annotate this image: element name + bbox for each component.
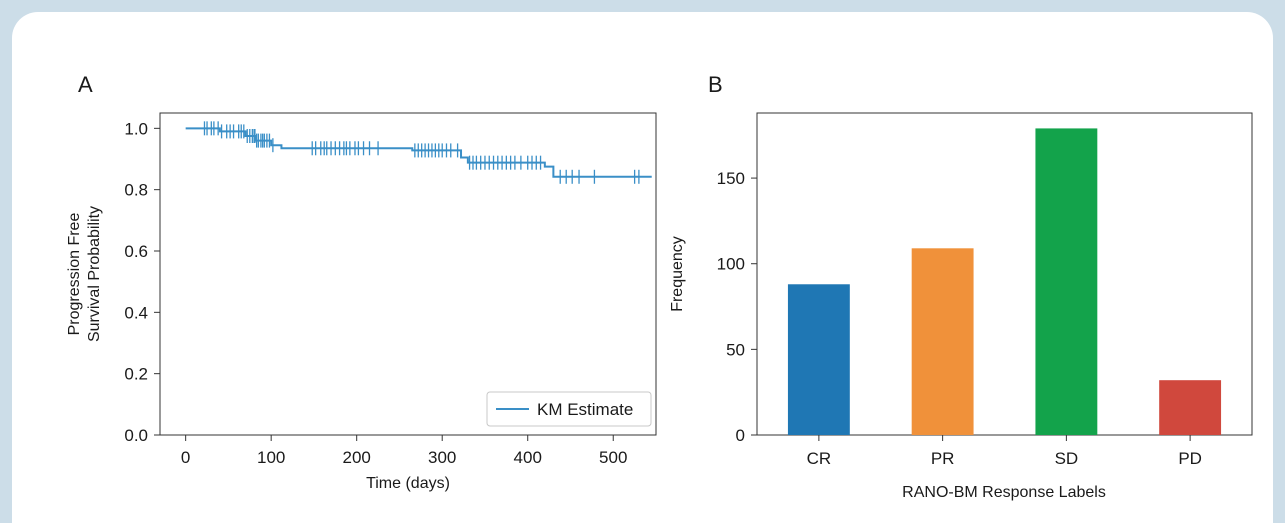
km-estimate-series — [185, 127, 652, 178]
km-x-tick-label: 100 — [257, 448, 285, 467]
km-y-tick-label: 0.6 — [124, 242, 148, 261]
bar-y-axis: 0 50 100 150 — [717, 169, 757, 445]
km-censor-marks — [203, 121, 640, 184]
km-y-tick-label: 1.0 — [124, 119, 148, 138]
bar-x-tick-label: CR — [807, 449, 832, 468]
panel-label-b: B — [708, 72, 723, 97]
km-legend-label: KM Estimate — [537, 400, 633, 419]
km-y-tick-label: 0.8 — [124, 181, 148, 200]
bar-x-tick-label: PD — [1178, 449, 1202, 468]
bar-plot-frame — [756, 112, 1253, 436]
km-y-tick-label: 0.0 — [124, 426, 148, 445]
km-plot-frame — [159, 112, 657, 436]
bar-x-axis: CR PR SD PD — [807, 435, 1202, 468]
km-x-axis-title: Time (days) — [366, 475, 450, 492]
bar-pr — [911, 248, 974, 435]
km-y-tick-label: 0.4 — [124, 303, 148, 322]
bar-x-axis-title: RANO-BM Response Labels — [902, 484, 1106, 501]
bar-y-tick-label: 150 — [717, 169, 745, 188]
bar-x-tick-label: SD — [1055, 449, 1079, 468]
bar-y-tick-label: 0 — [736, 426, 745, 445]
km-chart: 0 100 200 300 400 500 0.0 0.2 0.4 0.6 0.8 1.0 Time… — [66, 112, 657, 492]
km-y-tick-label: 0.2 — [124, 365, 148, 384]
figure-panel: A B 0 100 200 300 400 500 0.0 0.2 0.4 0.6 0.8 1.0 … — [12, 12, 1273, 523]
bar-sd — [1035, 128, 1098, 435]
bar-y-tick-label: 50 — [726, 340, 745, 359]
km-x-tick-label: 500 — [599, 448, 627, 467]
bar-pd — [1159, 380, 1222, 435]
bar-cr — [787, 284, 850, 435]
km-x-tick-label: 200 — [343, 448, 371, 467]
km-y-axis: 0.0 0.2 0.4 0.6 0.8 1.0 — [124, 119, 160, 445]
bar-y-tick-label: 100 — [717, 255, 745, 274]
frequency-bar-chart: CR PR SD PD 0 50 100 150 RANO-BM Response Labe… — [669, 112, 1253, 501]
km-x-tick-label: 400 — [514, 448, 542, 467]
panel-label-a: A — [78, 72, 93, 97]
km-step-line — [185, 127, 652, 178]
bar-y-axis-title: Frequency — [669, 236, 686, 312]
km-y-axis-title-line1: Progression Free — [66, 213, 83, 336]
km-x-tick-label: 300 — [428, 448, 456, 467]
km-y-axis-title-line2: Survival Probability — [86, 206, 103, 342]
km-legend-box — [486, 391, 652, 427]
km-x-axis: 0 100 200 300 400 500 — [181, 435, 627, 467]
bar-x-tick-label: PR — [931, 449, 955, 468]
figure-canvas: A B 0 100 200 300 400 500 0.0 0.2 0.4 0.6 0.8 1.0 … — [66, 72, 1253, 501]
km-legend: KM Estimate — [486, 391, 652, 427]
km-x-tick-label: 0 — [181, 448, 190, 467]
frequency-bars — [787, 128, 1222, 435]
